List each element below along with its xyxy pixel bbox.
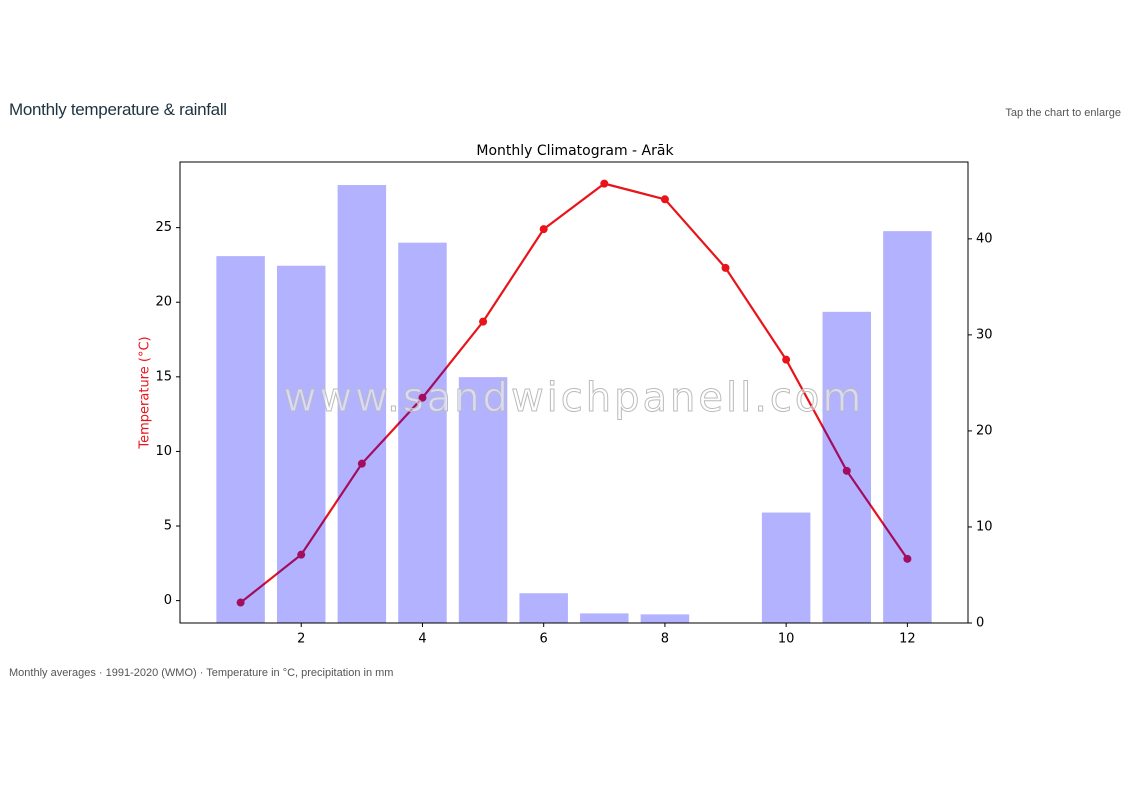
temperature-point xyxy=(600,179,609,188)
temperature-point xyxy=(721,263,730,272)
x-tick-label: 2 xyxy=(297,632,305,647)
y-tick-label: 5 xyxy=(164,519,172,534)
y2-tick-label: 0 xyxy=(976,616,984,631)
temperature-point xyxy=(782,355,791,364)
y-axis-label: Temperature (°C) xyxy=(138,336,153,449)
y2-tick-label: 30 xyxy=(976,327,993,342)
x-tick-label: 8 xyxy=(661,632,669,647)
y-tick-label: 10 xyxy=(155,444,172,459)
y2-tick-label: 10 xyxy=(976,519,993,534)
precipitation-bar xyxy=(458,377,508,623)
y-tick-label: 15 xyxy=(155,369,172,384)
temperature-point xyxy=(236,598,245,607)
y-tick-label: 20 xyxy=(155,295,172,310)
temperature-point xyxy=(539,225,548,234)
precipitation-bar xyxy=(640,614,690,623)
temperature-point xyxy=(479,317,488,326)
caption: Monthly averages · 1991-2020 (WMO) · Tem… xyxy=(9,667,394,679)
x-tick-label: 12 xyxy=(899,632,916,647)
precipitation-bar xyxy=(276,265,326,623)
temperature-point xyxy=(357,459,366,468)
y-tick-label: 25 xyxy=(155,220,172,235)
precipitation-bar xyxy=(337,185,387,624)
y2-tick-label: 40 xyxy=(976,231,993,246)
temperature-point xyxy=(297,550,306,559)
precipitation-bar xyxy=(398,242,447,624)
precipitation-bar xyxy=(216,256,265,623)
precipitation-bar xyxy=(519,593,568,623)
chart-title: Monthly Climatogram - Arāk xyxy=(476,143,674,159)
precipitation-bar xyxy=(580,613,629,623)
plot-frame xyxy=(179,161,969,624)
temperature-point xyxy=(842,466,851,475)
precipitation-bar xyxy=(822,311,872,623)
x-tick-label: 4 xyxy=(418,632,426,647)
precipitation-bar xyxy=(883,231,932,623)
y-tick-label: 0 xyxy=(164,593,172,608)
precipitation-bar xyxy=(761,512,811,623)
watermark: www.sandwichpanell.com xyxy=(284,375,865,421)
temperature-point xyxy=(418,393,427,402)
temperature-point xyxy=(660,195,669,204)
temperature-point xyxy=(903,554,912,563)
enlarge-hint[interactable]: Tap the chart to enlarge xyxy=(1005,107,1121,119)
y2-tick-label: 20 xyxy=(976,423,993,438)
section-title: Monthly temperature & rainfall xyxy=(9,100,227,119)
x-tick-label: 6 xyxy=(540,632,548,647)
temperature-line xyxy=(239,182,909,604)
x-tick-label: 10 xyxy=(778,632,795,647)
